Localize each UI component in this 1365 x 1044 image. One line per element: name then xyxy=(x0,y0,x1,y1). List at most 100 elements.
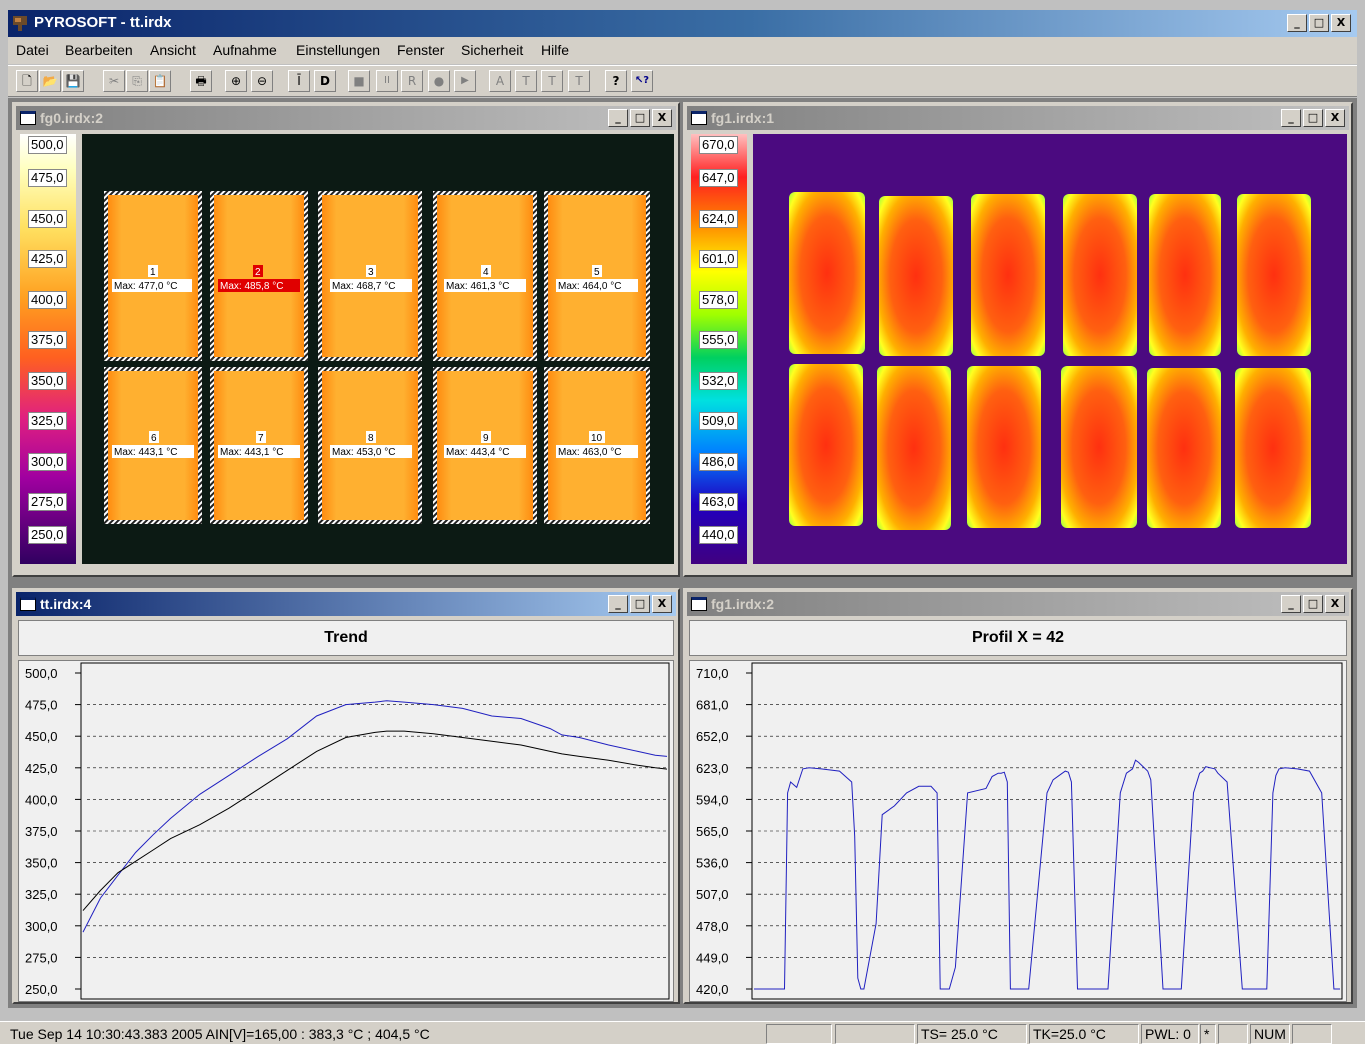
trend-minimize-button[interactable]: _ xyxy=(608,595,628,613)
status-pwl: PWL: 0 xyxy=(1141,1024,1199,1044)
scale-label: 350,0 xyxy=(28,372,67,390)
profile-minimize-button[interactable]: _ xyxy=(1281,595,1301,613)
maximize-button[interactable]: □ xyxy=(1309,14,1329,32)
minimize-button[interactable]: _ xyxy=(1287,14,1307,32)
document-icon xyxy=(20,111,36,125)
y-tick-label: 500,0 xyxy=(25,666,58,681)
y-tick-label: 536,0 xyxy=(696,856,729,871)
t-o-icon[interactable]: T xyxy=(568,70,590,92)
fg1-minimize-button[interactable]: _ xyxy=(1281,109,1301,127)
scale-label: 486,0 xyxy=(699,453,738,471)
trend-maximize-button[interactable]: □ xyxy=(630,595,650,613)
y-tick-label: 420,0 xyxy=(696,982,729,997)
measurement-value: Max: 485,8 °C xyxy=(220,281,283,292)
window-fg0-title: fg0.irdx:2 xyxy=(40,110,104,126)
menu-bearbeiten[interactable]: Bearbeiten xyxy=(65,42,133,58)
copy-icon[interactable]: ⎘ xyxy=(126,70,148,92)
window-trend-titlebar[interactable]: tt.irdx:4 _ □ X xyxy=(16,592,676,616)
y-tick-label: 565,0 xyxy=(696,824,729,839)
record-icon[interactable]: ● xyxy=(428,70,450,92)
save-icon[interactable]: 💾 xyxy=(62,70,84,92)
close-button[interactable]: X xyxy=(1331,14,1351,32)
new-icon[interactable]: 🗋 xyxy=(16,70,38,92)
window-fg1[interactable]: fg1.irdx:1 _ □ X 670,0 647,0 624,0 601,0… xyxy=(683,102,1353,577)
scale-label: 450,0 xyxy=(28,210,67,228)
profile-chart-area[interactable]: 710,0 681,0 652,0 623,0 594,0 565,0 536,0 507,0… xyxy=(689,660,1347,1002)
measurement-value: Max: 453,0 °C xyxy=(332,447,395,458)
scale-label: 624,0 xyxy=(699,210,738,228)
window-profile-titlebar[interactable]: fg1.irdx:2 _ □ X xyxy=(687,592,1349,616)
series-line-1 xyxy=(82,730,668,911)
series-line-0 xyxy=(82,700,668,933)
fg0-measurement-labels: 1 Max: 477,0 °C 2 Max: 485,8 °C 3 Max: 4… xyxy=(112,265,638,458)
menu-hilfe[interactable]: Hilfe xyxy=(541,42,570,58)
profile-chart-svg: 710,0 681,0 652,0 623,0 594,0 565,0 536,0 507,0… xyxy=(696,662,1343,1000)
status-main-text: Tue Sep 14 10:30:43.383 2005 AIN[V]=165,… xyxy=(10,1026,430,1042)
play-icon[interactable]: ▶ xyxy=(454,70,476,92)
y-tick-label: 375,0 xyxy=(25,824,58,839)
status-pane-empty xyxy=(835,1024,915,1044)
measurement-id: 4 xyxy=(483,267,489,278)
trend-close-button[interactable]: X xyxy=(652,595,672,613)
scale-label: 375,0 xyxy=(28,331,67,349)
menu-aufnahme[interactable]: Aufnahme xyxy=(213,42,277,58)
fg1-thermal-image[interactable] xyxy=(753,134,1347,564)
window-trend[interactable]: tt.irdx:4 _ □ X Trend 500,0 475,0 450,0 425… xyxy=(12,588,680,1004)
menu-einstellungen[interactable]: Einstellungen xyxy=(296,42,381,58)
status-pane-empty xyxy=(1218,1024,1248,1044)
measurement-id: 6 xyxy=(151,433,157,444)
fg1-close-button[interactable]: X xyxy=(1325,109,1345,127)
scale-label: 601,0 xyxy=(699,250,738,268)
open-icon[interactable]: 📂 xyxy=(39,70,61,92)
d-button-icon[interactable]: D xyxy=(314,70,336,92)
zoom-out-icon[interactable]: ⊖ xyxy=(251,70,273,92)
document-icon xyxy=(20,597,36,611)
window-fg0[interactable]: fg0.irdx:2 _ □ X 500,0 475,0 450,0 425,0… xyxy=(12,102,680,577)
profile-close-button[interactable]: X xyxy=(1325,595,1345,613)
status-pane-empty xyxy=(1292,1024,1332,1044)
measurement-value: Max: 477,0 °C xyxy=(114,281,177,292)
fg0-minimize-button[interactable]: _ xyxy=(608,109,628,127)
pause-icon[interactable]: II xyxy=(376,70,398,92)
record-r-icon[interactable]: R xyxy=(401,70,423,92)
trend-chart-area[interactable]: 500,0 475,0 450,0 425,0 400,0 375,0 350,0 325,0… xyxy=(18,660,674,1002)
fg0-bricks xyxy=(104,191,650,524)
a-icon[interactable]: A xyxy=(489,70,511,92)
menu-fenster[interactable]: Fenster xyxy=(397,42,445,58)
t-icon[interactable]: T xyxy=(515,70,537,92)
window-profile[interactable]: fg1.irdx:2 _ □ X Profil X = 42 710,0 681,… xyxy=(683,588,1353,1004)
stop-icon[interactable]: ■ xyxy=(348,70,370,92)
scale-label: 509,0 xyxy=(699,412,738,430)
y-tick-label: 450,0 xyxy=(25,729,58,744)
context-help-icon[interactable]: ↖? xyxy=(631,70,653,92)
print-icon[interactable]: 🖶 xyxy=(190,70,212,92)
fg0-maximize-button[interactable]: □ xyxy=(630,109,650,127)
measurement-value: Max: 443,4 °C xyxy=(446,447,509,458)
measurement-value: Max: 464,0 °C xyxy=(558,281,621,292)
profile-maximize-button[interactable]: □ xyxy=(1303,595,1323,613)
menu-datei[interactable]: Datei xyxy=(16,42,49,58)
status-star: * xyxy=(1200,1024,1216,1044)
status-tk: TK=25.0 °C xyxy=(1029,1024,1139,1044)
fg0-thermal-image[interactable]: 1 Max: 477,0 °C 2 Max: 485,8 °C 3 Max: 4… xyxy=(82,134,674,564)
fg1-maximize-button[interactable]: □ xyxy=(1303,109,1323,127)
menu-ansicht[interactable]: Ansicht xyxy=(150,42,196,58)
status-pane-empty xyxy=(766,1024,832,1044)
cut-icon[interactable]: ✂ xyxy=(103,70,125,92)
help-icon[interactable]: ? xyxy=(605,70,627,92)
fg0-thermal-svg: 1 Max: 477,0 °C 2 Max: 485,8 °C 3 Max: 4… xyxy=(104,191,650,524)
paste-icon[interactable]: 📋 xyxy=(149,70,171,92)
y-tick-label: 478,0 xyxy=(696,919,729,934)
insert-icon[interactable]: Ī xyxy=(288,70,310,92)
measurement-id: 2 xyxy=(255,267,261,278)
menu-sicherheit[interactable]: Sicherheit xyxy=(461,42,524,58)
document-icon xyxy=(691,111,707,125)
t-sub-icon[interactable]: T xyxy=(541,70,563,92)
series-line-0 xyxy=(754,759,1340,990)
window-fg0-titlebar[interactable]: fg0.irdx:2 _ □ X xyxy=(16,106,676,130)
window-fg1-titlebar[interactable]: fg1.irdx:1 _ □ X xyxy=(687,106,1349,130)
zoom-in-icon[interactable]: ⊕ xyxy=(225,70,247,92)
pyrosoft-app-icon xyxy=(13,16,27,31)
fg0-close-button[interactable]: X xyxy=(652,109,672,127)
scale-label: 500,0 xyxy=(28,136,67,154)
